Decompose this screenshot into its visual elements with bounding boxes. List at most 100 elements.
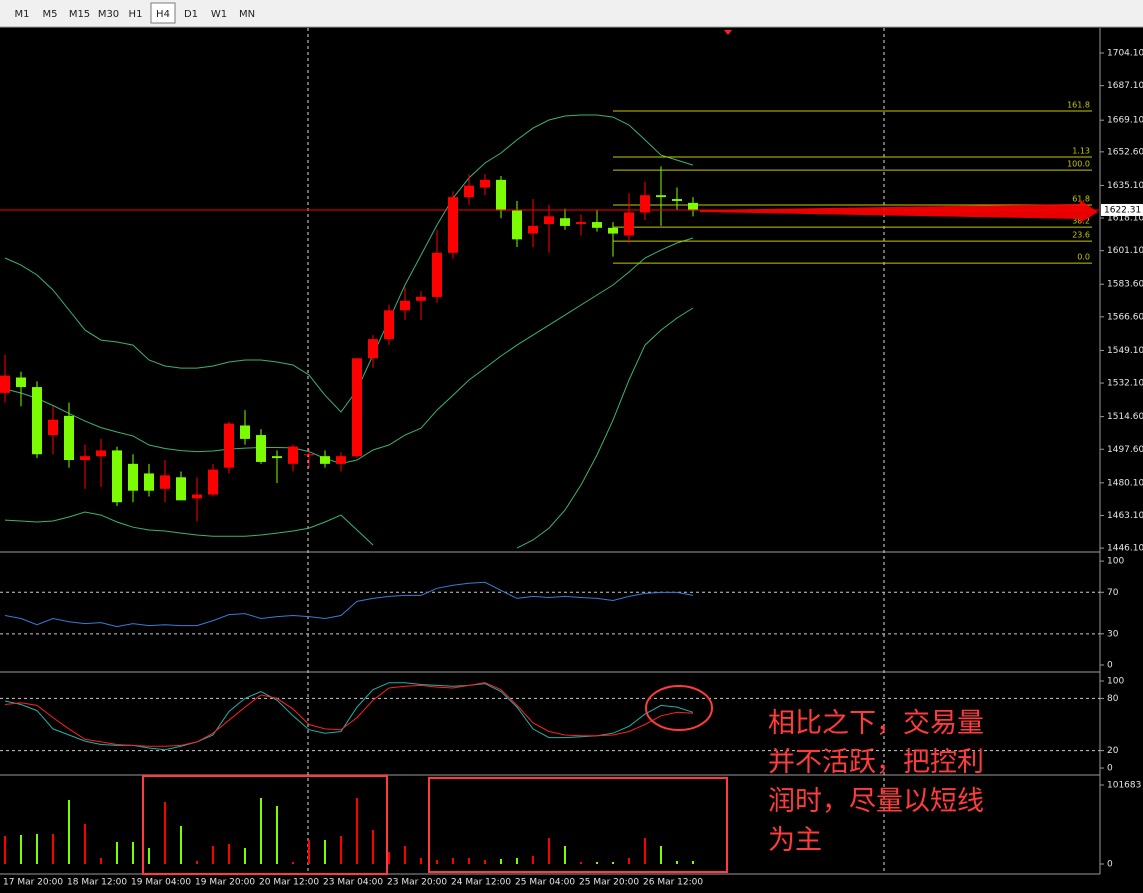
volume-bar [692, 861, 694, 865]
y-tick-label: 1463.10 [1107, 511, 1143, 521]
y-tick-label: 0 [1107, 764, 1113, 774]
volume-bar [372, 830, 374, 865]
y-tick-label: 101683 [1107, 780, 1141, 790]
volume-bar [276, 806, 278, 865]
candle-body [16, 377, 26, 388]
volume-bar [116, 842, 118, 865]
volume-bar [308, 840, 310, 865]
y-tick-label: 100 [1107, 557, 1124, 567]
y-tick-label: 1601.10 [1107, 246, 1143, 256]
band-middle [4, 237, 694, 465]
candle-body [0, 375, 10, 393]
timeframe-label[interactable]: W1 [211, 9, 227, 20]
timeframe-button[interactable] [38, 3, 62, 23]
y-tick-label: 100 [1107, 677, 1124, 687]
volume-bar [676, 861, 678, 865]
timeframe-button[interactable] [10, 3, 34, 23]
x-tick-label: 25 Mar 20:00 [579, 878, 639, 888]
candle-body [672, 199, 682, 201]
volume-bar [228, 844, 230, 865]
annotation-text: 相比之下，交易量 [768, 708, 984, 739]
volume-bar [260, 798, 262, 865]
candle-body [144, 473, 154, 491]
indicator-line [4, 682, 694, 747]
candle-body [576, 222, 586, 224]
fib-label: 23.6 [1072, 231, 1090, 240]
volume-bar [436, 860, 438, 865]
volume-bar [580, 862, 582, 865]
timeframe-button[interactable] [207, 3, 231, 23]
candle-body [304, 454, 314, 456]
candle-body [80, 456, 90, 461]
candle-body [384, 310, 394, 340]
candle-body [192, 494, 202, 499]
indicator-line [4, 581, 694, 628]
volume-bar [420, 858, 422, 865]
timeframe-button[interactable] [124, 3, 147, 23]
y-tick-label: 1480.10 [1107, 478, 1143, 488]
timeframe-label[interactable]: MN [239, 9, 255, 20]
volume-bar [564, 846, 566, 865]
annotation-text: 为主 [768, 825, 822, 856]
candle-body [592, 222, 602, 228]
current-price-box [1101, 203, 1143, 216]
volume-bar [484, 860, 486, 865]
y-tick-label: 1635.10 [1107, 181, 1143, 191]
volume-bar [148, 848, 150, 865]
y-tick-label: 1497.60 [1107, 445, 1143, 455]
candle-body [432, 252, 442, 297]
volume-bar [340, 836, 342, 865]
candle-body [528, 225, 538, 234]
candle-body [416, 296, 426, 301]
candle-body [64, 415, 74, 461]
timeframe-button[interactable] [150, 2, 176, 24]
candle-body [48, 419, 58, 436]
candle-body [448, 197, 458, 253]
volume-bar [324, 840, 326, 865]
timeframe-button[interactable] [66, 3, 93, 23]
timeframe-button[interactable] [95, 3, 122, 23]
candle-body [176, 477, 186, 501]
x-tick-label: 19 Mar 04:00 [131, 878, 191, 888]
y-tick-label: 20 [1107, 746, 1119, 756]
candle-body [544, 216, 554, 224]
candle-body [496, 179, 506, 211]
y-tick-label: 1514.60 [1107, 412, 1143, 422]
x-tick-label: 20 Mar 12:00 [259, 878, 319, 888]
volume-bar [164, 802, 166, 865]
timeframe-label[interactable]: M15 [69, 9, 90, 20]
candle-body [512, 210, 522, 240]
candle-body [560, 218, 570, 226]
candle-body [336, 456, 346, 464]
candle-body [464, 185, 474, 198]
candle-body [32, 387, 42, 455]
candle-body [208, 469, 218, 495]
timeframe-label[interactable]: M5 [43, 9, 58, 20]
volume-bar [644, 838, 646, 865]
timeframe-button[interactable] [235, 3, 259, 23]
annotation-text: 润时，尽量以短线 [768, 786, 984, 817]
volume-bar [4, 836, 6, 865]
y-tick-label: 0 [1107, 860, 1113, 870]
timeframe-label[interactable]: H1 [129, 9, 143, 20]
volume-bar [468, 858, 470, 865]
timeframe-label[interactable]: D1 [184, 9, 198, 20]
timeframe-label[interactable]: M30 [98, 9, 119, 20]
volume-bar [196, 861, 198, 865]
candle-body [480, 179, 490, 188]
candle-body [240, 425, 250, 439]
y-tick-label: 1583.60 [1107, 280, 1143, 290]
fib-label: 0.0 [1077, 253, 1090, 262]
candle-body [128, 463, 138, 491]
y-tick-label: 1687.10 [1107, 81, 1143, 91]
x-tick-label: 25 Mar 04:00 [515, 878, 575, 888]
timeframe-button[interactable] [179, 3, 203, 23]
candle-body [160, 475, 170, 489]
candle-body [640, 195, 650, 213]
x-tick-label: 17 Mar 20:00 [3, 878, 63, 888]
timeframe-label[interactable]: M1 [15, 9, 30, 20]
y-tick-label: 1652.60 [1107, 147, 1143, 157]
price-arrow [700, 199, 1098, 223]
timeframe-label[interactable]: H4 [156, 9, 170, 20]
current-price-label: 1622.31 [1104, 205, 1141, 215]
